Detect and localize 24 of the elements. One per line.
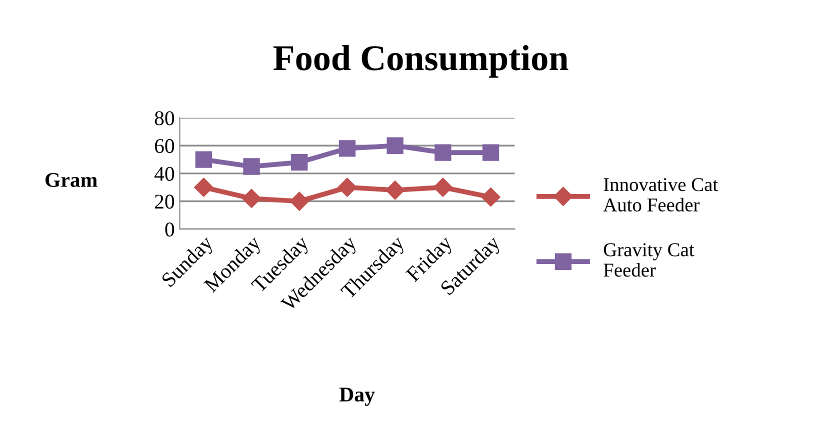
y-axis-title: Gram: [45, 172, 98, 187]
point: [386, 137, 404, 154]
point: [434, 144, 452, 161]
point: [386, 180, 405, 200]
point: [291, 154, 308, 171]
x-axis-title: Day: [339, 388, 375, 406]
point: [481, 188, 500, 207]
y-tick-label: 0: [165, 222, 174, 237]
y-tick-label: 60: [154, 139, 174, 154]
point: [338, 178, 357, 197]
point: [482, 144, 500, 161]
point: [290, 192, 309, 211]
y-tick-label: 20: [154, 194, 174, 209]
point: [338, 140, 356, 157]
y-tick-label: 40: [154, 166, 174, 181]
legend-label: Gravity Cat Feeder: [604, 243, 694, 277]
point: [195, 151, 212, 168]
point: [433, 178, 452, 197]
y-tick-label: 80: [154, 111, 174, 126]
legend-label: Innovative Cat Auto Feeder: [603, 178, 718, 212]
chart-title: Food Consumption: [273, 44, 568, 78]
point: [194, 178, 214, 197]
point: [243, 158, 260, 175]
point: [242, 188, 262, 208]
